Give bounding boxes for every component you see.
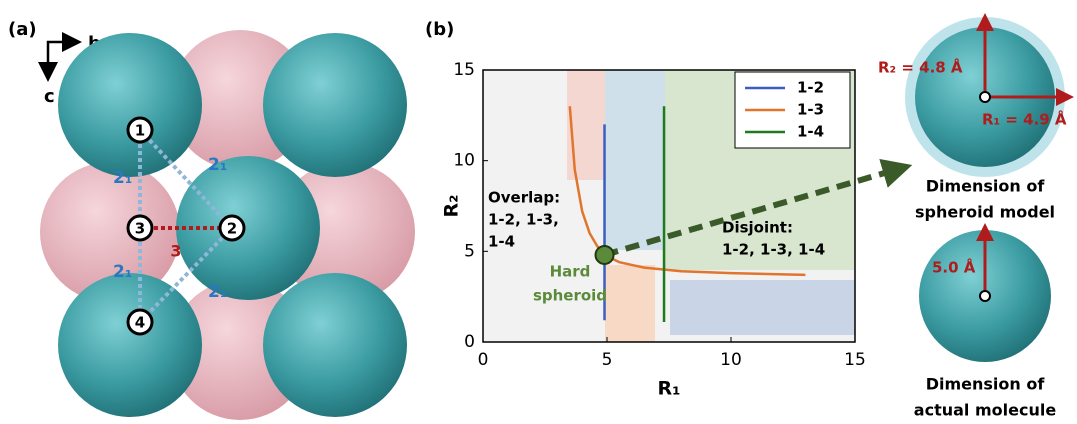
node-label: 4: [135, 314, 145, 332]
x-tick-label: 5: [602, 350, 613, 370]
region: [670, 280, 855, 335]
legend-label: 1-3: [797, 101, 824, 119]
dimension-label: R₁ = 4.9 Å: [982, 110, 1067, 129]
node: 1: [128, 118, 152, 142]
center: [980, 291, 990, 301]
x-tick-label: 10: [720, 350, 742, 370]
node-label: 2: [227, 220, 237, 238]
molecule: [263, 273, 407, 417]
y-tick-label: 15: [453, 60, 475, 80]
caption: Dimension of: [926, 375, 1046, 394]
x-tick-label: 0: [478, 350, 489, 370]
annotation: 1-4: [488, 233, 515, 251]
edge-label: 3: [170, 242, 181, 261]
y-tick-label: 0: [464, 332, 475, 352]
center: [980, 92, 990, 102]
edge-label: 2₁: [113, 168, 132, 188]
caption: spheroid model: [915, 203, 1055, 222]
highlight-label: Hard: [550, 263, 591, 281]
annotation: Disjoint:: [722, 219, 793, 237]
y-tick-label: 5: [464, 241, 475, 261]
edge-label: 2₁: [208, 155, 227, 175]
figure: (a) b c 2₁ 2₁ 2₁ 2₁ 3 1 2 3 4 (b) R₂ = 4…: [0, 0, 1077, 424]
legend-label: 1-4: [797, 123, 824, 141]
region: [567, 70, 605, 180]
highlight-point: [596, 246, 614, 264]
y-axis-label: R₂: [441, 195, 463, 218]
panel-c: R₂ = 4.8 Å R₁ = 4.9 Å Dimension of spher…: [878, 17, 1067, 420]
annotation: 1-2, 1-3, 1-4: [722, 241, 825, 259]
caption: actual molecule: [914, 401, 1057, 420]
node-label: 3: [135, 220, 145, 238]
axis-label: c: [44, 86, 55, 107]
molecule: [263, 33, 407, 177]
panel-a: (a) b c 2₁ 2₁ 2₁ 2₁ 3 1 2 3 4: [8, 19, 415, 420]
edge-label: 2₁: [113, 262, 132, 282]
axis-arrow: [48, 42, 72, 60]
region: [605, 265, 655, 342]
region: [605, 70, 665, 250]
node: 2: [220, 216, 244, 240]
molecule: [58, 273, 202, 417]
legend-label: 1-2: [797, 79, 824, 97]
dimension-label: 5.0 Å: [932, 258, 976, 277]
panel-label: (b): [425, 19, 454, 40]
panel-label: (a): [8, 19, 37, 40]
caption: Dimension of: [926, 177, 1046, 196]
annotation: Overlap:: [488, 189, 560, 207]
y-tick-label: 10: [453, 151, 475, 171]
panel-b: (b): [425, 19, 855, 342]
x-axis-label: R₁: [658, 378, 681, 400]
x-tick-label: 15: [844, 350, 866, 370]
annotation: 1-2, 1-3,: [488, 211, 559, 229]
highlight-label: spheroid: [533, 287, 607, 305]
node: 3: [128, 216, 152, 240]
dimension-label: R₂ = 4.8 Å: [878, 58, 963, 77]
molecule: [58, 33, 202, 177]
edge-label: 2₁: [208, 282, 227, 302]
node-label: 1: [135, 122, 145, 140]
node: 4: [128, 310, 152, 334]
